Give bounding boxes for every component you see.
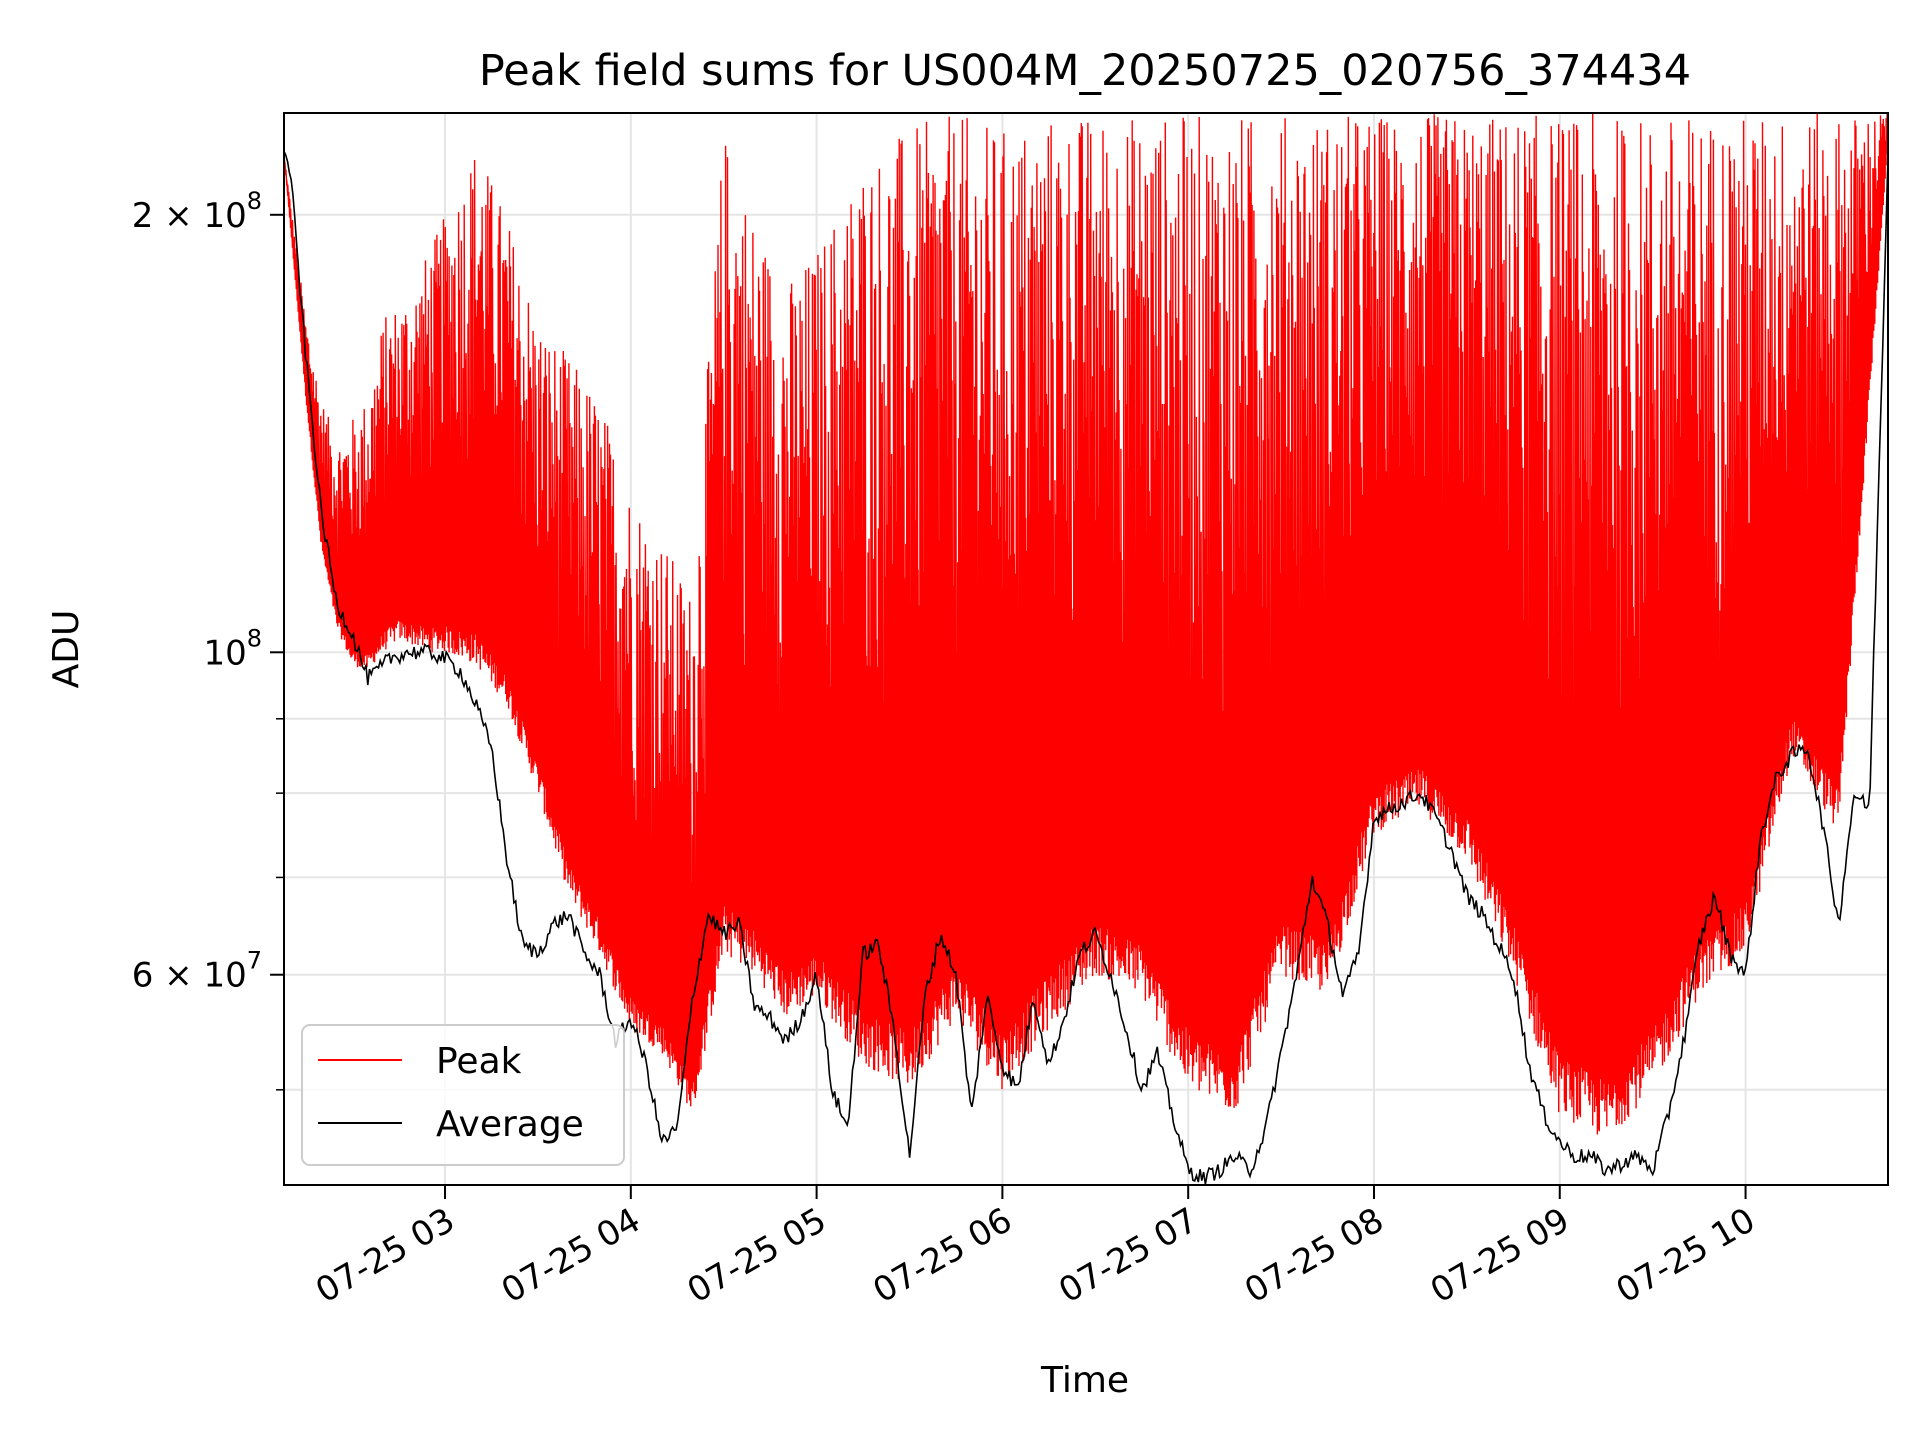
plot-area	[284, 113, 1888, 1185]
y-tick-label: 6 × 107	[132, 947, 262, 996]
legend-peak-label: Peak	[436, 1041, 522, 1082]
y-axis-label: ADU	[46, 610, 87, 689]
average-line	[284, 150, 1888, 1185]
peak-series	[284, 113, 1888, 1135]
plot-frame	[283, 112, 1889, 1186]
average-series	[284, 150, 1888, 1185]
x-axis-label: Time	[1040, 1360, 1129, 1401]
peak-line	[284, 113, 1888, 1135]
chart-title: Peak field sums for US004M_20250725_0207…	[479, 46, 1691, 96]
legend: Peak Average	[301, 1024, 625, 1166]
y-tick-label: 108	[203, 624, 262, 673]
y-tick-label: 2 × 108	[132, 187, 262, 236]
y-axis-ticks: 6 × 107 108 2 × 108	[132, 187, 284, 1091]
legend-average-label: Average	[436, 1104, 584, 1145]
